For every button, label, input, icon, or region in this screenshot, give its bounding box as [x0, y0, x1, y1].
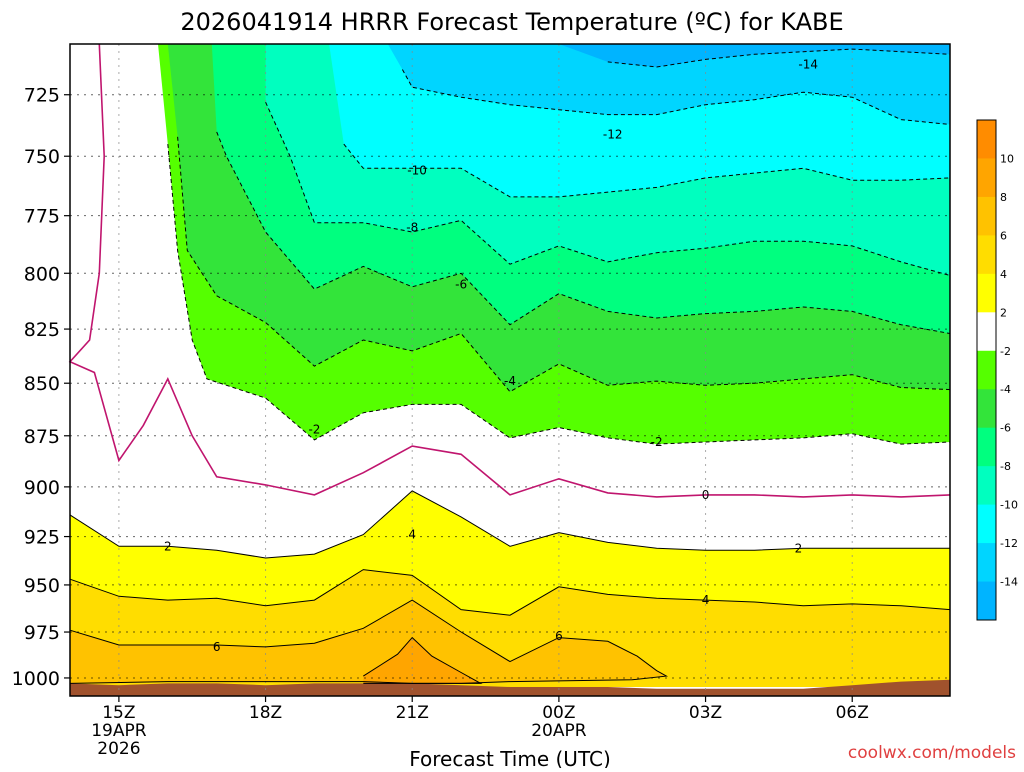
- plot-frame: [69, 43, 951, 697]
- legend-swatch: [977, 581, 996, 621]
- contour-label: -12: [603, 127, 623, 141]
- legend-label: -8: [1000, 460, 1011, 473]
- contour-label: -4: [504, 374, 516, 388]
- legend-swatch: [977, 350, 996, 390]
- legend-swatch: [977, 427, 996, 467]
- contour-label: 2: [164, 539, 172, 553]
- y-tick-label: 750: [24, 146, 60, 168]
- contour-line-4: [69, 569, 951, 616]
- legend-label: 10: [1000, 152, 1014, 165]
- contour-lines-layer: [68, 43, 951, 684]
- y-tick-label: 925: [24, 527, 60, 549]
- legend-label: -4: [1000, 383, 1011, 396]
- y-tick-label: 1000: [12, 668, 60, 690]
- legend-label: -14: [1000, 576, 1018, 589]
- contour-line-neg8: [265, 101, 951, 276]
- contour-label: -14: [798, 57, 818, 71]
- contour-label: 6: [555, 629, 563, 643]
- watermark: coolwx.com/models: [848, 743, 1016, 763]
- y-tick-label: 775: [24, 206, 60, 228]
- legend-swatch: [977, 466, 996, 506]
- y-axis: 725 750 775 800 825 850 875 900 925 950 975 1000: [12, 85, 70, 690]
- y-tick-label: 725: [24, 85, 60, 107]
- x-axis-label: Forecast Time (UTC): [409, 747, 611, 768]
- contour-line-neg2: [167, 144, 951, 445]
- y-tick-label: 950: [24, 575, 60, 597]
- x-tick-date: 19APR: [91, 721, 147, 741]
- y-tick-label: 975: [24, 622, 60, 644]
- chart-title: 2026041914 HRRR Forecast Temperature (ºC…: [180, 8, 843, 36]
- x-tick-label: 06Z: [836, 703, 869, 723]
- legend-swatch: [977, 312, 996, 352]
- temp-region-6: [70, 600, 667, 687]
- contour-label: 0: [702, 488, 710, 502]
- y-tick-label: 825: [24, 319, 60, 341]
- x-tick-label: 00Z: [542, 703, 575, 723]
- x-tick-label: 18Z: [249, 703, 282, 723]
- legend-label: 4: [1000, 268, 1007, 281]
- contour-label: -2: [308, 423, 320, 437]
- legend-frame: [976, 119, 997, 621]
- contour-line-6: [69, 599, 669, 684]
- contour-line-2: [69, 490, 950, 559]
- y-tick-label: 850: [24, 373, 60, 395]
- legend-label: 2: [1000, 306, 1007, 319]
- contour-line-neg14: [607, 48, 951, 68]
- y-tick-label: 900: [24, 477, 60, 499]
- temp-region-neg14: [558, 44, 950, 67]
- legend-label: -6: [1000, 422, 1011, 435]
- contour-line-0: [68, 43, 951, 498]
- contour-label: -10: [407, 164, 427, 178]
- y-tick-label: 875: [24, 426, 60, 448]
- legend-swatch: [977, 543, 996, 583]
- contour-label: -2: [651, 435, 663, 449]
- contour-line-neg10: [343, 143, 951, 198]
- temp-region-neg12: [387, 44, 950, 125]
- legend-label: -10: [1000, 499, 1018, 512]
- ground-surface: [70, 679, 950, 696]
- contour-label: -8: [406, 220, 418, 234]
- legend-swatch: [977, 196, 996, 236]
- legend-swatch: [977, 389, 996, 429]
- contour-label: 4: [408, 528, 416, 542]
- contour-line-neg12: [401, 69, 951, 125]
- x-tick-date: 20APR: [531, 721, 587, 741]
- contour-labels-layer: -14 -12 -10 -8 -6 -4 -2 -2 0 2 2 4 4 6 6: [164, 57, 818, 653]
- legend-label: 6: [1000, 229, 1007, 242]
- legend-label: -2: [1000, 345, 1011, 358]
- legend-swatch: [977, 504, 996, 544]
- x-tick-label: 15Z: [102, 703, 135, 723]
- x-tick-label: 03Z: [689, 703, 722, 723]
- contour-line-8: [363, 636, 483, 684]
- contour-label: 6: [213, 640, 221, 654]
- contour-label: -6: [455, 278, 467, 292]
- color-legend: 10 8 6 4 2 -2 -4 -6 -8 -10 -12 -14: [976, 119, 1018, 621]
- legend-swatch: [977, 235, 996, 275]
- y-tick-label: 800: [24, 263, 60, 285]
- legend-swatch: [977, 158, 996, 198]
- contour-line-neg4: [177, 136, 951, 393]
- temp-region-8: [363, 637, 481, 684]
- ground-layer: [70, 679, 950, 696]
- x-tick-label: 21Z: [396, 703, 429, 723]
- contour-label: 4: [702, 593, 710, 607]
- x-tick-year: 2026: [97, 739, 140, 759]
- legend-swatch: [977, 120, 996, 159]
- legend-label: -12: [1000, 537, 1018, 550]
- legend-swatch: [977, 273, 996, 313]
- contour-line-neg6: [216, 131, 951, 334]
- contour-label: 2: [795, 541, 803, 555]
- legend-label: 8: [1000, 191, 1007, 204]
